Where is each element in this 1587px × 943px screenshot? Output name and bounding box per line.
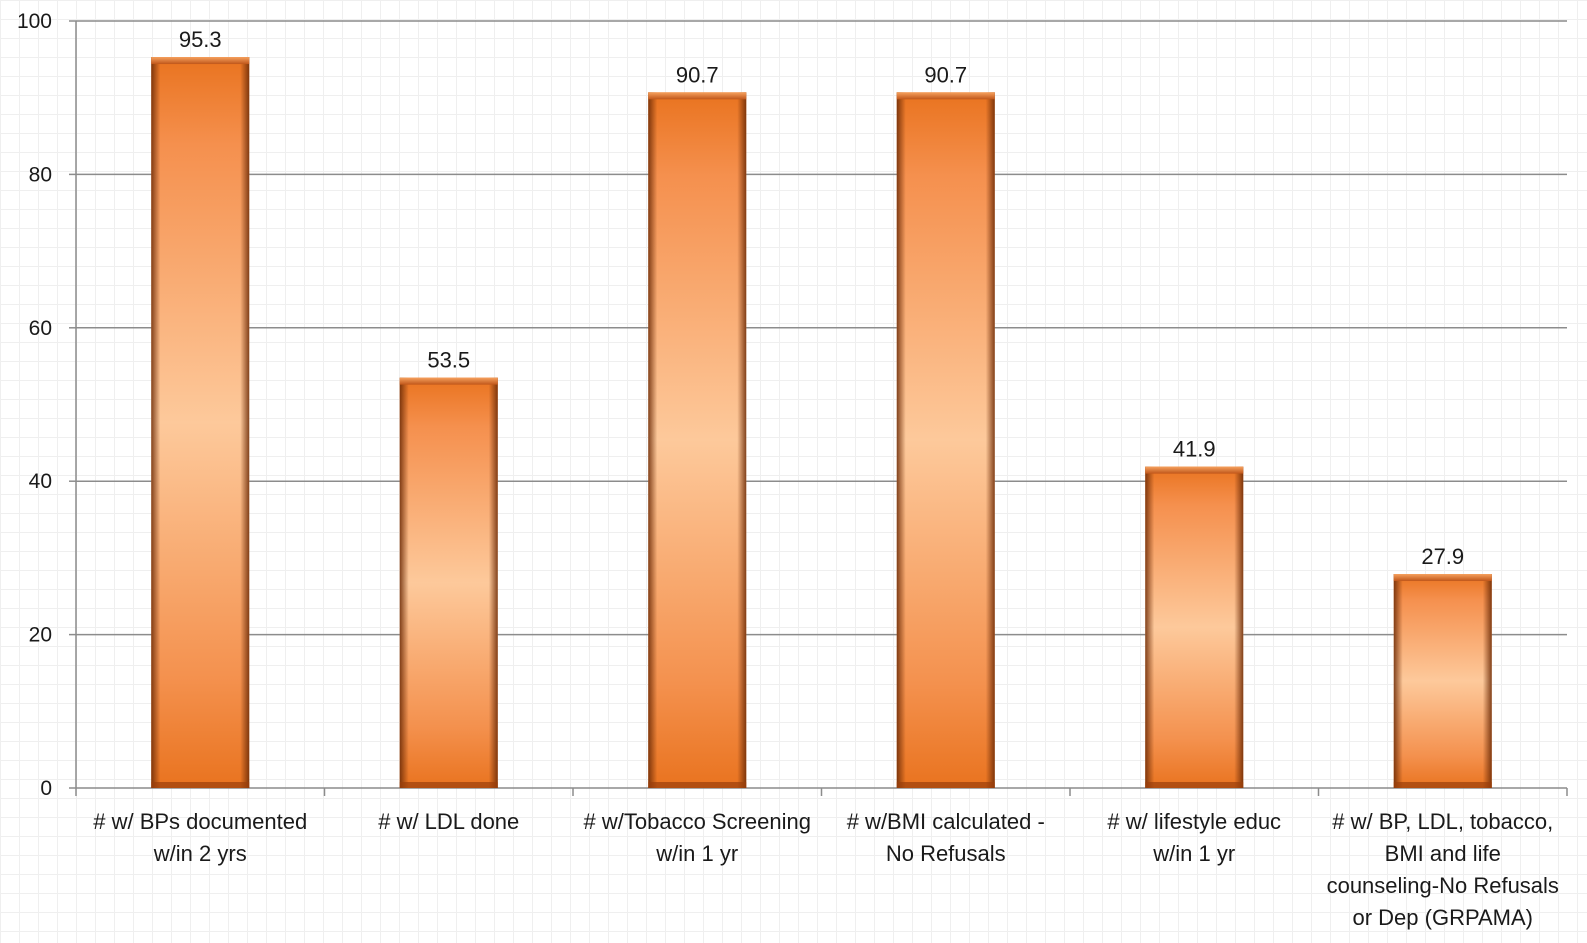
x-category-label-line: # w/ BP, LDL, tobacco, [1332, 809, 1553, 834]
x-category-label-line: BMI and life [1385, 841, 1501, 866]
bar [399, 377, 498, 788]
bar-body [896, 92, 995, 789]
data-label: 90.7 [676, 62, 719, 87]
x-category-label: # w/ lifestyle educ w/in 1 yr [1107, 809, 1281, 866]
x-category-label-line: or Dep (GRPAMA) [1352, 905, 1533, 930]
bar-body [399, 377, 498, 788]
gridlines [76, 20, 1567, 636]
x-category-label: # w/ BPs documented w/in 2 yrs [93, 809, 307, 866]
bar-bevel-top [648, 92, 747, 100]
bar [151, 57, 250, 788]
bar-bevel-right [1482, 574, 1492, 788]
bar-bevel-top [399, 377, 498, 385]
x-category-label-line: w/in 1 yr [655, 841, 738, 866]
bar-body [648, 92, 747, 789]
bar-bevel-left [151, 57, 161, 788]
bar-bevel-right [240, 57, 250, 788]
bar-bevel-left [399, 377, 409, 788]
x-category-label-line: w/in 1 yr [1152, 841, 1235, 866]
x-category-label-line: # w/BMI calculated - [847, 809, 1045, 834]
bar-bevel-right [985, 92, 995, 789]
x-category-label-line: # w/ lifestyle educ [1107, 809, 1281, 834]
bar-bevel-bottom [648, 782, 747, 788]
bar-bevel-bottom [399, 782, 498, 788]
bar-body [1393, 574, 1492, 788]
bar [896, 92, 995, 789]
x-category-label-line: # w/Tobacco Screening [584, 809, 811, 834]
bar-bevel-left [648, 92, 658, 789]
bar-body [151, 57, 250, 788]
bar-bevel-left [896, 92, 906, 789]
bar-bevel-top [896, 92, 995, 100]
bar-bevel-left [1393, 574, 1403, 788]
data-label: 90.7 [924, 62, 967, 87]
x-category-label: # w/ BP, LDL, tobacco, BMI and life counse… [1327, 809, 1559, 930]
bar-bevel-left [1145, 466, 1155, 788]
bar-bevel-right [488, 377, 498, 788]
category-labels: # w/ BPs documented w/in 2 yrs # w/ LDL do… [93, 809, 1559, 930]
y-tick-label: 100 [17, 10, 52, 33]
bar-bevel-right [737, 92, 747, 789]
bar-bevel-top [1393, 574, 1492, 582]
x-category-label: # w/BMI calculated - No Refusals [847, 809, 1045, 866]
bar-bevel-top [1145, 466, 1244, 474]
bar [648, 92, 747, 789]
y-tick-label: 80 [29, 163, 52, 186]
data-label: 41.9 [1173, 437, 1216, 462]
data-labels: 95.3 53.5 90.7 90.7 41.9 27.9 [179, 27, 1464, 569]
x-category-label: # w/ LDL done [378, 809, 519, 834]
bar-bevel-right [1234, 466, 1244, 788]
data-label: 53.5 [427, 348, 470, 373]
y-tick-label: 0 [40, 777, 52, 800]
bar-bevel-bottom [1393, 782, 1492, 788]
bar [1393, 574, 1492, 788]
bar-bevel-bottom [151, 782, 250, 788]
y-tick-label: 20 [29, 624, 52, 647]
x-category-label-line: # w/ BPs documented [93, 809, 307, 834]
bar [1145, 466, 1244, 788]
y-tick-label: 60 [29, 317, 52, 340]
x-category-label-line: w/in 2 yrs [153, 841, 247, 866]
x-category-label: # w/Tobacco Screening w/in 1 yr [584, 809, 811, 866]
bar-bevel-top [151, 57, 250, 65]
bar-bevel-bottom [1145, 782, 1244, 788]
x-category-label-line: counseling-No Refusals [1327, 873, 1559, 898]
bars [151, 57, 1492, 789]
data-label: 27.9 [1421, 544, 1464, 569]
axes: 0 20 40 60 80 100 [17, 10, 1568, 800]
data-label: 95.3 [179, 27, 222, 52]
y-tick-label: 40 [29, 470, 52, 493]
bar-body [1145, 466, 1244, 788]
x-category-label-line: No Refusals [886, 841, 1006, 866]
x-category-label-line: # w/ LDL done [378, 809, 519, 834]
bar-bevel-bottom [896, 782, 995, 788]
